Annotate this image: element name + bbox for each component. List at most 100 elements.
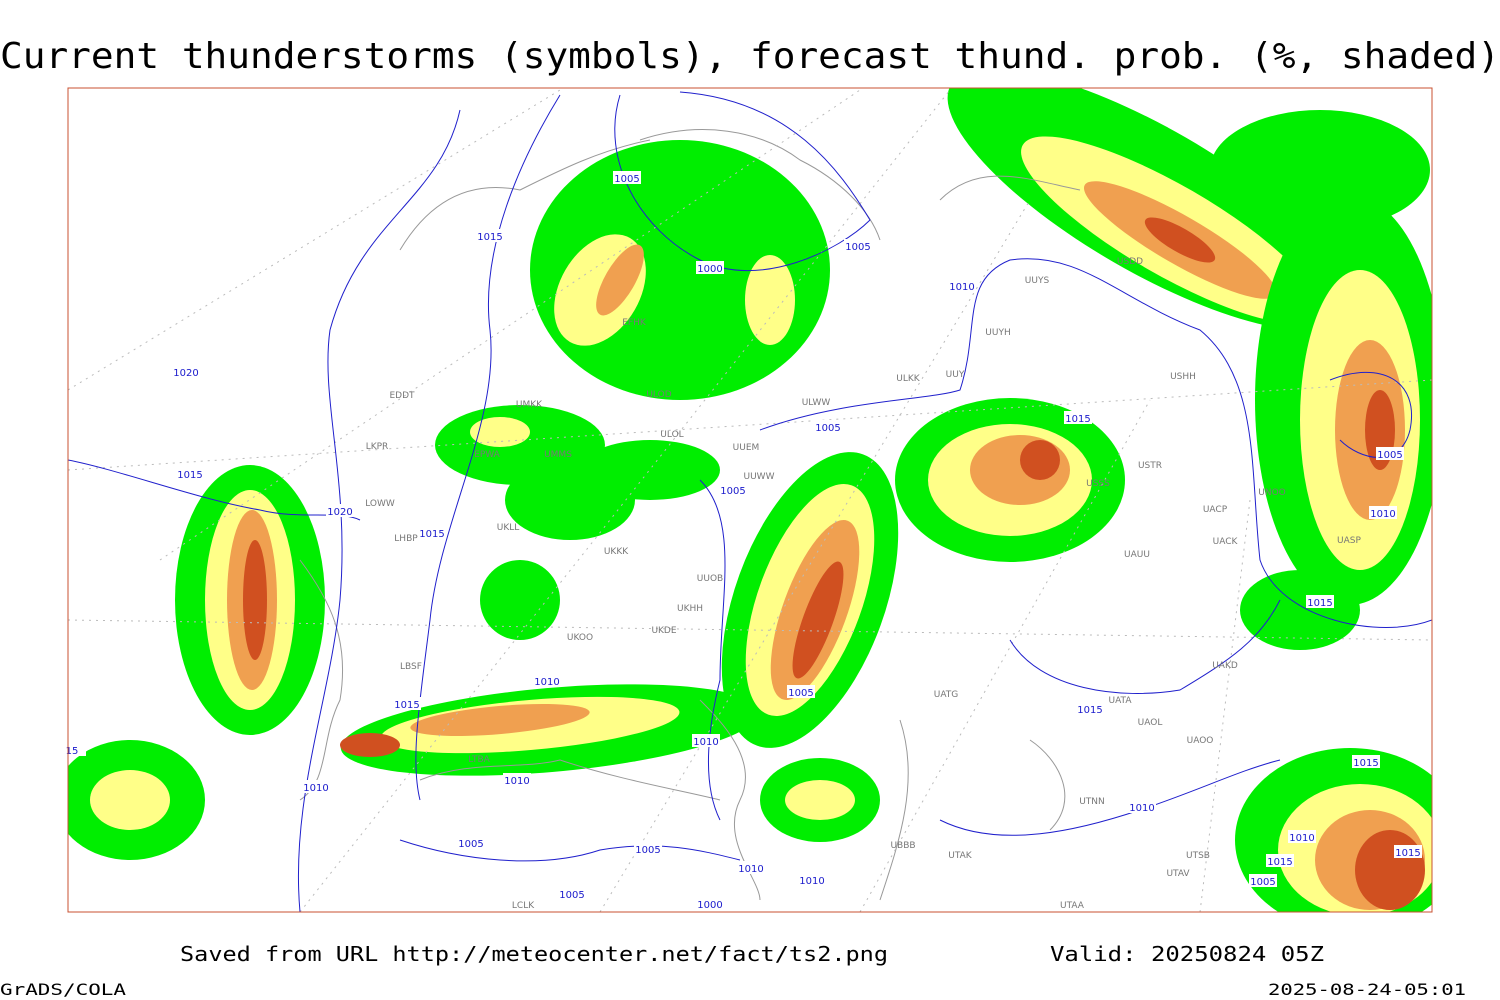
map-frame (67, 87, 1433, 913)
isobar-label-bg (634, 842, 662, 855)
isobar-label: 1010 (1289, 833, 1314, 844)
isobar-label-bg (302, 780, 330, 793)
isobar-label-bg (176, 467, 204, 480)
isobar-label-bg (696, 897, 724, 910)
graticule (68, 89, 1432, 912)
prob-area (243, 540, 267, 660)
isobar-label: 1000 (697, 264, 722, 275)
isobar-label-bg (1394, 845, 1422, 858)
isobar-label: 1010 (949, 282, 974, 293)
station-label: USTR (1138, 461, 1162, 471)
station-label: UUYS (1025, 276, 1050, 286)
isobar-label-bg (558, 887, 586, 900)
isobar-label-bg (948, 279, 976, 292)
isobar-label: 1015 (419, 529, 444, 540)
isobar-label: 1015 (1395, 848, 1420, 859)
station-label: LOWW (365, 499, 395, 509)
isobar-label: 1010 (534, 677, 559, 688)
isobar-label-bg (533, 674, 561, 687)
isobar-label: 1005 (614, 174, 639, 185)
isobar-label: 1015 (1307, 598, 1332, 609)
station-label: USSS (1086, 479, 1110, 489)
station-label: ULWW (802, 398, 831, 408)
station-label: UAOL (1138, 718, 1163, 728)
isobar-label-bg (393, 697, 421, 710)
isobar-label: 1000 (697, 900, 722, 911)
isobar-label-bg (58, 743, 86, 756)
station-labels: UUYS UUYH ULKK UUY USHH ULWW ULOD ULOL UUEM USTR U… (365, 257, 1361, 911)
station-label: ULKK (896, 374, 921, 384)
prob-area (480, 560, 560, 640)
isobar-label-bg (1064, 411, 1092, 424)
station-label: LBSF (400, 662, 422, 672)
isobar-label: 1015 (1065, 414, 1090, 425)
prob-area (580, 440, 720, 500)
station-label: UMKK (516, 400, 543, 410)
station-label: UMMS (544, 450, 572, 460)
station-label: UKLL (497, 523, 520, 533)
prob-area (596, 244, 644, 316)
isobar-label: 1020 (173, 368, 198, 379)
isobar-labels: 1005 1015 1000 1005 1010 1005 1015 1005 1020 1015… (58, 171, 1422, 911)
isobar-label: 1015 (1353, 758, 1378, 769)
coastlines (299, 129, 1081, 901)
isobar-label-bg (1352, 755, 1380, 768)
station-label: UUEM (733, 443, 760, 453)
station-label: USHH (1170, 372, 1196, 382)
isobar-label-bg (1306, 595, 1334, 608)
isobar-label-bg (476, 229, 504, 242)
station-label: UACK (1213, 537, 1239, 547)
isobar-label-bg (1249, 874, 1277, 887)
prob-area (1210, 110, 1430, 230)
isobar-label: 1015 (394, 700, 419, 711)
isobar-label: 1010 (693, 737, 718, 748)
station-label: UUWW (744, 472, 775, 482)
isobar-label-bg (814, 420, 842, 433)
isobar-label-bg (719, 483, 747, 496)
station-label: EDDT (389, 391, 415, 401)
timestamp: 2025-08-24-05:01 (1268, 980, 1466, 999)
isobar-label-bg (613, 171, 641, 184)
prob-area (1240, 570, 1360, 650)
isobar-label: 1005 (1377, 450, 1402, 461)
isobar-label-bg (1288, 830, 1316, 843)
station-label: UKHH (677, 604, 703, 614)
station-label: ULOL (660, 430, 683, 440)
prob-area (340, 733, 400, 757)
station-label: LCLK (512, 901, 535, 911)
station-label: UUYH (985, 328, 1010, 338)
station-label: UKKK (604, 547, 629, 557)
isobar-label-bg (737, 861, 765, 874)
prob-area (785, 780, 855, 820)
isobar-label-bg (503, 773, 531, 786)
valid-time: Valid: 20250824 05Z (1050, 942, 1324, 966)
station-label: EFHK (622, 318, 647, 328)
prob-area (1355, 830, 1425, 910)
isobar-label-bg (418, 526, 446, 539)
isobar-label-bg (1076, 702, 1104, 715)
isobar-label: 1010 (1370, 509, 1395, 520)
isobar-label: 1005 (815, 423, 840, 434)
station-label: EPWA (474, 450, 501, 460)
station-label: UTAK (948, 851, 973, 861)
isobar-label-bg (1369, 506, 1397, 519)
station-label: UTAV (1166, 869, 1190, 879)
isobar-label: 1010 (799, 876, 824, 887)
station-label: UUY (946, 370, 965, 380)
station-label: UACP (1203, 505, 1228, 515)
isobar-label: 1005 (559, 890, 584, 901)
station-label: USDD (1117, 257, 1143, 267)
station-label: UTAA (1060, 901, 1085, 911)
isobar-label: 1015 (177, 470, 202, 481)
station-label: LHBP (394, 534, 418, 544)
prob-area (470, 417, 530, 447)
isobar-label: 1005 (788, 688, 813, 699)
prob-area (745, 255, 795, 345)
station-label: LTBA (468, 755, 490, 765)
isobar-label: 1005 (1250, 877, 1275, 888)
isobar-label-bg (1266, 854, 1294, 867)
title: Current thunderstorms (symbols), forecas… (0, 36, 1500, 77)
station-label: UTSB (1186, 851, 1210, 861)
